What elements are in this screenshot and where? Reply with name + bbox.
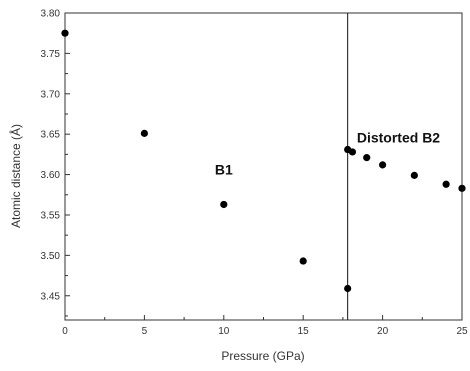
data-point [410,171,418,179]
y-tick-label: 3.50 [41,251,61,262]
y-tick-label: 3.60 [41,170,61,181]
y-axis-ticks: 3.45 3.50 3.55 3.60 3.65 3.70 3.75 3.80 [41,9,70,317]
data-point [299,257,307,265]
x-tick-label: 0 [62,326,68,337]
y-tick-label: 3.75 [41,49,61,60]
region-annotations: B1 Distorted B2 [215,129,440,177]
y-tick-label: 3.45 [41,291,61,302]
x-tick-label: 25 [456,326,468,337]
data-point [363,154,371,162]
y-tick-label: 3.65 [41,130,61,141]
y-tick-label: 3.80 [41,9,61,20]
y-axis-title: Atomic distance (Å) [8,124,23,228]
data-point [344,284,352,293]
data-point [61,29,69,37]
data-point [458,184,466,192]
region-label: B1 [215,162,233,178]
region-label: Distorted B2 [357,129,440,145]
data-point [379,161,387,169]
y-tick-label: 3.55 [41,210,61,221]
data-points [61,29,466,293]
x-tick-label: 20 [377,326,389,337]
plot-frame [64,12,463,321]
data-point [348,148,357,156]
x-tick-label: 5 [142,326,148,337]
data-point [220,200,228,209]
x-tick-label: 15 [298,326,310,337]
x-axis-ticks: 0 5 10 15 20 25 [62,315,468,337]
x-axis-title: Pressure (GPa) [221,349,304,363]
x-tick-label: 10 [218,326,230,337]
y-tick-label: 3.70 [41,89,61,100]
data-point [442,180,450,188]
data-point [140,129,148,137]
